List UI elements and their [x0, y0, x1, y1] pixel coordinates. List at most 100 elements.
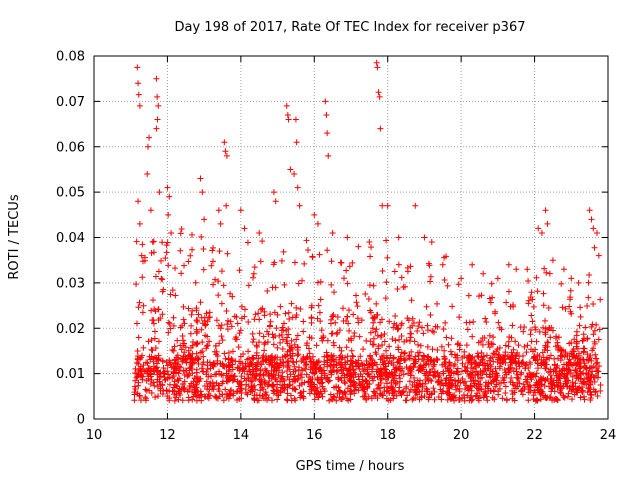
data-point	[339, 354, 346, 361]
data-point	[377, 391, 384, 398]
data-point	[595, 252, 602, 259]
data-point	[179, 397, 186, 404]
data-point	[398, 320, 405, 327]
data-point	[344, 358, 351, 365]
x-tick-label: 18	[379, 428, 396, 443]
data-point	[273, 391, 280, 398]
data-point	[367, 253, 374, 260]
data-point	[251, 382, 258, 389]
data-point	[188, 380, 195, 387]
data-point	[304, 340, 311, 347]
data-point	[339, 370, 346, 377]
data-point	[347, 383, 354, 390]
data-point	[494, 275, 501, 282]
data-point	[440, 382, 447, 389]
data-point	[261, 341, 268, 348]
data-point	[307, 379, 314, 386]
data-point	[476, 361, 483, 368]
data-point	[277, 378, 284, 385]
data-point	[588, 216, 595, 223]
data-point	[581, 380, 588, 387]
data-point	[373, 300, 380, 307]
data-point	[374, 395, 381, 402]
data-point	[384, 355, 391, 362]
data-point	[272, 332, 279, 339]
data-point	[534, 360, 541, 367]
data-point	[281, 281, 288, 288]
data-point	[371, 389, 378, 396]
data-point	[490, 350, 497, 357]
data-point	[294, 184, 301, 191]
data-point	[368, 244, 375, 251]
data-point	[145, 338, 152, 345]
data-point	[420, 352, 427, 359]
data-point	[257, 387, 264, 394]
data-point	[434, 369, 441, 376]
data-point	[560, 347, 567, 354]
data-point	[528, 289, 535, 296]
data-point	[219, 337, 226, 344]
data-point	[161, 370, 168, 377]
data-point	[524, 379, 531, 386]
data-point	[383, 384, 390, 391]
data-point	[395, 365, 402, 372]
data-point	[344, 280, 351, 287]
data-point	[292, 314, 299, 321]
data-point	[350, 367, 357, 374]
data-point	[589, 368, 596, 375]
data-point	[533, 338, 540, 345]
data-point	[586, 384, 593, 391]
data-point	[209, 258, 216, 265]
data-point	[135, 360, 142, 367]
data-point	[563, 374, 570, 381]
data-point	[444, 396, 451, 403]
data-point	[139, 309, 146, 316]
data-point	[174, 376, 181, 383]
data-point	[378, 332, 385, 339]
data-point	[538, 229, 545, 236]
data-point	[411, 338, 418, 345]
data-point	[306, 355, 313, 362]
data-point	[512, 352, 519, 359]
data-point	[390, 395, 397, 402]
data-point	[265, 394, 272, 401]
data-point	[405, 317, 412, 324]
data-point	[291, 385, 298, 392]
data-point	[277, 356, 284, 363]
data-point	[425, 396, 432, 403]
chart-title: Day 198 of 2017, Rate Of TEC Index for r…	[175, 20, 526, 35]
data-point	[456, 388, 463, 395]
data-point	[338, 259, 345, 266]
y-tick-label: 0.01	[56, 367, 85, 382]
data-point	[565, 362, 572, 369]
data-point	[224, 378, 231, 385]
data-point	[138, 252, 145, 259]
x-tick-label: 10	[86, 428, 103, 443]
data-point	[535, 225, 542, 232]
data-point	[481, 392, 488, 399]
data-point	[354, 315, 361, 322]
data-point	[159, 382, 166, 389]
data-point	[337, 396, 344, 403]
data-point	[274, 396, 281, 403]
data-point	[407, 334, 414, 341]
data-point	[165, 262, 172, 269]
data-point	[595, 336, 602, 343]
data-point	[422, 361, 429, 368]
data-point	[218, 268, 225, 275]
data-point	[426, 262, 433, 269]
data-point	[192, 355, 199, 362]
data-point	[210, 281, 217, 288]
data-point	[275, 372, 282, 379]
data-point	[480, 270, 487, 277]
data-point	[544, 343, 551, 350]
data-point	[268, 354, 275, 361]
data-point	[386, 370, 393, 377]
data-point	[400, 356, 407, 363]
data-point	[410, 319, 417, 326]
data-point	[557, 390, 564, 397]
data-point	[253, 342, 260, 349]
data-point	[554, 362, 561, 369]
data-point	[562, 380, 569, 387]
data-point	[285, 362, 292, 369]
